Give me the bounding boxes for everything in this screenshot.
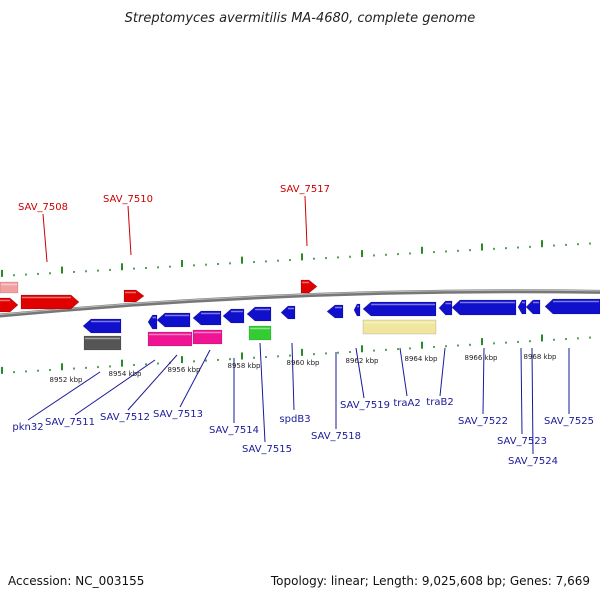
gene-label-sav7518[interactable]: SAV_7518 bbox=[311, 431, 361, 442]
gene-label-spdb3[interactable]: spdB3 bbox=[279, 414, 310, 425]
gene-sav7524-arrow bbox=[525, 299, 541, 315]
gene-label-sav7514[interactable]: SAV_7514 bbox=[209, 425, 259, 436]
gene-sav7508-arrow bbox=[0, 297, 19, 313]
gene-traa2-arrow bbox=[362, 301, 437, 317]
gene-sav7519-arrow bbox=[353, 303, 361, 317]
gene-label-sav7523[interactable]: SAV_7523 bbox=[497, 436, 547, 447]
tick-label-8958: 8958 kbp bbox=[228, 362, 262, 370]
gene-spdb3-arrow bbox=[280, 305, 296, 320]
leader-sav7508 bbox=[42, 213, 48, 263]
gene-label-sav7519[interactable]: SAV_7519 bbox=[340, 400, 390, 411]
gene-sav7517-arrow bbox=[300, 279, 318, 294]
scale-ticks bbox=[1, 240, 591, 374]
tick-label-8954: 8954 kbp bbox=[109, 370, 143, 378]
gene-sav7509-arrow bbox=[20, 294, 80, 310]
tick-label-8968: 8968 kbp bbox=[524, 353, 558, 361]
salmon-feature bbox=[0, 281, 19, 294]
gene-pkn32-arrow bbox=[82, 318, 122, 334]
leader-sav7519 bbox=[355, 347, 365, 399]
tick-label-8956: 8956 kbp bbox=[168, 366, 202, 374]
leader-sav7515 bbox=[259, 342, 266, 443]
tick-label-8960: 8960 kbp bbox=[287, 359, 321, 367]
gene-label-sav7517[interactable]: SAV_7517 bbox=[280, 184, 330, 195]
gene-sav7514-arrow bbox=[222, 308, 245, 324]
leader-sav7511 bbox=[74, 359, 156, 416]
leader-spdb3 bbox=[291, 342, 295, 411]
pink-feature-1 bbox=[147, 331, 193, 347]
gene-label-sav7524[interactable]: SAV_7524 bbox=[508, 456, 558, 467]
tick-label-8962: 8962 kbp bbox=[346, 357, 380, 365]
tick-label-8966: 8966 kbp bbox=[465, 354, 499, 362]
leader-sav7513 bbox=[179, 349, 211, 408]
tick-label-8952: 8952 kbp bbox=[50, 376, 84, 384]
genome-summary-text: Topology: linear; Length: 9,025,608 bp; … bbox=[270, 574, 590, 588]
leader-traa2 bbox=[399, 347, 408, 397]
leader-sav7517 bbox=[304, 195, 308, 247]
chromosome-backbone bbox=[0, 289, 600, 318]
gene-sav7512-arrow bbox=[156, 312, 191, 328]
label-leader-lines bbox=[27, 195, 570, 455]
accession-text: Accession: NC_003155 bbox=[8, 574, 144, 588]
chromosome-backbone-highlight bbox=[0, 289, 600, 316]
pink-feature-2 bbox=[192, 329, 223, 345]
leader-sav7522 bbox=[482, 347, 485, 415]
leader-sav7523 bbox=[520, 347, 523, 435]
map-title: Streptomyces avermitilis MA-4680, comple… bbox=[125, 11, 476, 26]
gene-sav7513-arrow bbox=[192, 310, 222, 326]
gene-label-sav7512[interactable]: SAV_7512 bbox=[100, 412, 150, 423]
gene-sav7523-arrow bbox=[517, 299, 527, 315]
green-feature bbox=[248, 325, 272, 341]
gene-label-sav7510[interactable]: SAV_7510 bbox=[103, 194, 153, 205]
gene-label-sav7513[interactable]: SAV_7513 bbox=[153, 409, 203, 420]
gene-sav7518-arrow bbox=[326, 304, 344, 319]
gene-label-sav7525[interactable]: SAV_7525 bbox=[544, 416, 594, 427]
leader-trab2 bbox=[439, 347, 446, 397]
gene-label-sav7508[interactable]: SAV_7508 bbox=[18, 202, 68, 213]
gene-sav7515-arrow bbox=[246, 306, 272, 322]
leader-pkn32 bbox=[27, 371, 101, 421]
leader-sav7524 bbox=[531, 347, 534, 455]
gene-sav7511-arrow bbox=[147, 314, 158, 330]
gene-sav7510-arrow bbox=[123, 289, 145, 303]
gene-label-sav7511[interactable]: SAV_7511 bbox=[45, 417, 95, 428]
gene-label-traa2[interactable]: traA2 bbox=[393, 398, 420, 409]
gene-features bbox=[0, 279, 600, 351]
tick-label-8964: 8964 kbp bbox=[405, 355, 439, 363]
gene-sav7522-arrow bbox=[451, 299, 517, 316]
gene-label-sav7515[interactable]: SAV_7515 bbox=[242, 444, 292, 455]
gene-label-sav7522[interactable]: SAV_7522 bbox=[458, 416, 508, 427]
gene-sav7525-arrow bbox=[544, 298, 600, 315]
cream-feature bbox=[362, 319, 437, 335]
gene-label-trab2[interactable]: traB2 bbox=[426, 397, 453, 408]
gene-label-pkn32[interactable]: pkn32 bbox=[12, 422, 43, 433]
gray-feature bbox=[83, 335, 122, 351]
leader-sav7510 bbox=[127, 205, 132, 256]
leader-sav7512 bbox=[127, 354, 178, 411]
gene-trab2-arrow bbox=[438, 300, 453, 316]
